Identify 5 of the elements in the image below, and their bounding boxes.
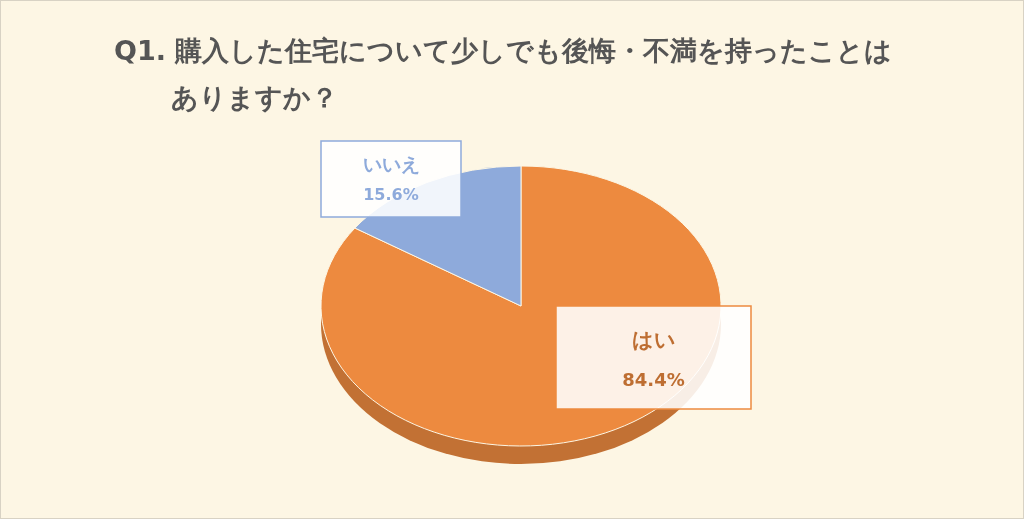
slice-label: いいえ xyxy=(362,153,420,176)
data-label: 84.4% xyxy=(622,369,685,391)
slice-label: はい xyxy=(631,328,676,353)
chart-title: Q1. 購入した住宅について少しでも後悔・不満を持ったことはありますか？ xyxy=(114,34,894,115)
data-label: 15.6% xyxy=(363,185,419,205)
